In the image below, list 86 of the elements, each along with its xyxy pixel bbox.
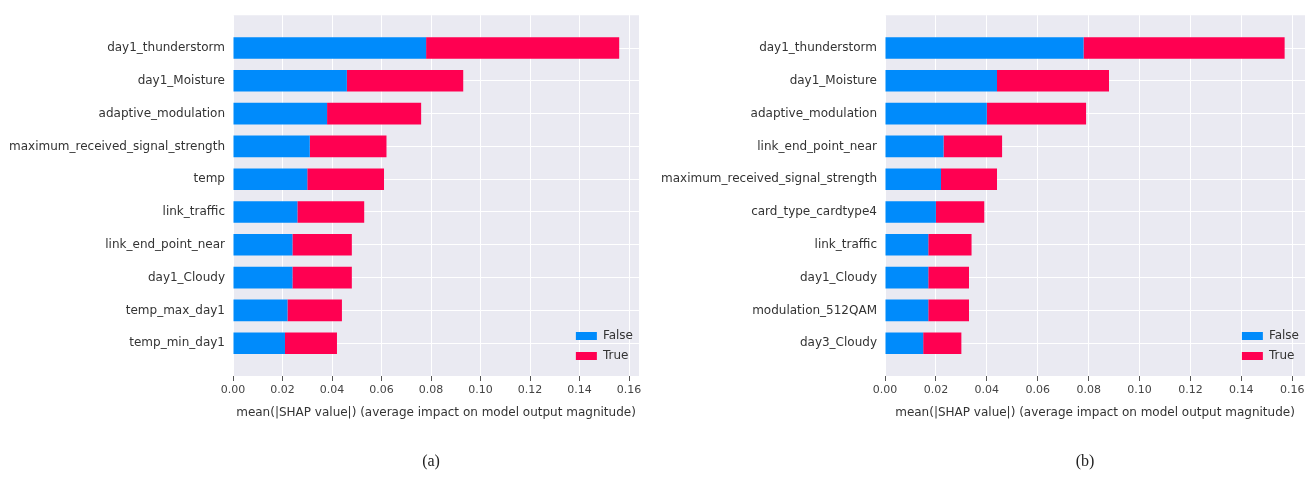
text: (a) <box>422 452 440 471</box>
y-tick-label: day1_thunderstorm <box>107 40 225 55</box>
y-tick-label: day1_Moisture <box>137 72 225 87</box>
x-tick-label: 0.00 <box>872 383 898 397</box>
y-tick-label: temp_min_day1 <box>129 335 225 350</box>
bar <box>885 135 944 158</box>
bar <box>233 102 328 125</box>
bar <box>233 299 288 322</box>
y-tick-label: day1_Cloudy <box>147 269 225 284</box>
y-tick-label: temp <box>193 171 225 186</box>
x-tick-label: 0.04 <box>974 383 1000 397</box>
x-tick-label: 0.16 <box>616 383 642 397</box>
legend-label: True <box>601 348 629 363</box>
bar <box>346 69 464 92</box>
bar <box>233 168 308 191</box>
bar <box>309 135 387 158</box>
bar <box>297 201 365 223</box>
bar <box>292 266 352 289</box>
bar <box>233 69 347 92</box>
legend-label: False <box>602 328 633 343</box>
y-tick-label: modulation_512QAM <box>752 302 877 317</box>
legend-label: False <box>1268 328 1299 343</box>
bar <box>1083 37 1285 59</box>
bar <box>941 168 997 191</box>
bar <box>233 332 285 355</box>
bar <box>885 266 929 289</box>
y-tick-label: day1_thunderstorm <box>759 40 877 55</box>
bar <box>287 299 342 322</box>
bar <box>307 168 385 191</box>
bar <box>923 332 962 355</box>
bar <box>935 201 985 223</box>
x-tick-label: 0.02 <box>923 383 949 397</box>
x-tick-label: 0.08 <box>418 383 444 397</box>
y-tick-label: day3_Cloudy <box>799 335 877 350</box>
bar <box>986 102 1087 125</box>
bar <box>233 201 298 223</box>
y-tick-label: temp_max_day1 <box>125 302 225 317</box>
y-tick-label: maximum_received_signal_strength <box>9 138 225 153</box>
bar <box>885 299 929 322</box>
x-tick-label: 0.14 <box>567 383 592 397</box>
legend-label: True <box>1267 348 1295 363</box>
bar <box>928 299 969 322</box>
x-tick-label: 0.06 <box>369 383 394 397</box>
bar <box>284 332 337 355</box>
bar <box>233 233 293 256</box>
x-tick-label: 0.16 <box>1280 383 1305 397</box>
bar <box>233 266 293 289</box>
bar <box>885 69 997 92</box>
y-tick-label: maximum_received_signal_strength <box>661 171 877 186</box>
bar <box>928 266 969 289</box>
x-tick-label: 0.12 <box>1178 383 1203 397</box>
x-tick-label: 0.10 <box>1127 383 1152 397</box>
bar <box>928 233 972 256</box>
y-tick-label: adaptive_modulation <box>98 105 225 120</box>
x-axis-title: mean(|SHAP value|) (average impact on model output magnitude) <box>236 404 636 419</box>
x-tick-label: 0.04 <box>319 383 345 397</box>
x-tick-label: 0.12 <box>517 383 543 397</box>
bar <box>292 233 352 256</box>
bar <box>426 37 620 59</box>
x-tick-label: 0.08 <box>1076 383 1101 397</box>
x-axis-title: mean(|SHAP value|) (average impact on model output magnitude) <box>895 404 1295 419</box>
y-tick-label: link_end_point_near <box>105 236 226 251</box>
x-tick-label: 0.14 <box>1229 383 1254 397</box>
y-tick-label: card_type_cardtype4 <box>751 204 877 219</box>
bar <box>885 201 936 223</box>
bar <box>885 168 941 191</box>
bar <box>233 37 427 59</box>
x-tick-label: 0.10 <box>468 383 493 397</box>
y-tick-label: link_traffic <box>162 204 225 219</box>
y-tick-label: day1_Cloudy <box>799 269 877 284</box>
bar <box>885 332 924 355</box>
bar <box>327 102 422 125</box>
bar <box>997 69 1109 92</box>
y-tick-label: day1_Moisture <box>789 72 877 87</box>
y-tick-label: link_end_point_near <box>757 138 878 153</box>
bar <box>943 135 1003 158</box>
bar <box>885 233 929 256</box>
bar <box>233 135 310 158</box>
y-tick-label: link_traffic <box>814 236 877 251</box>
text: (b) <box>1075 452 1095 471</box>
y-tick-label: adaptive_modulation <box>750 105 877 120</box>
x-tick-label: 0.00 <box>220 383 246 397</box>
x-tick-label: 0.02 <box>270 383 295 397</box>
x-tick-label: 0.06 <box>1025 383 1050 397</box>
bar <box>885 37 1084 59</box>
bar <box>885 102 987 125</box>
